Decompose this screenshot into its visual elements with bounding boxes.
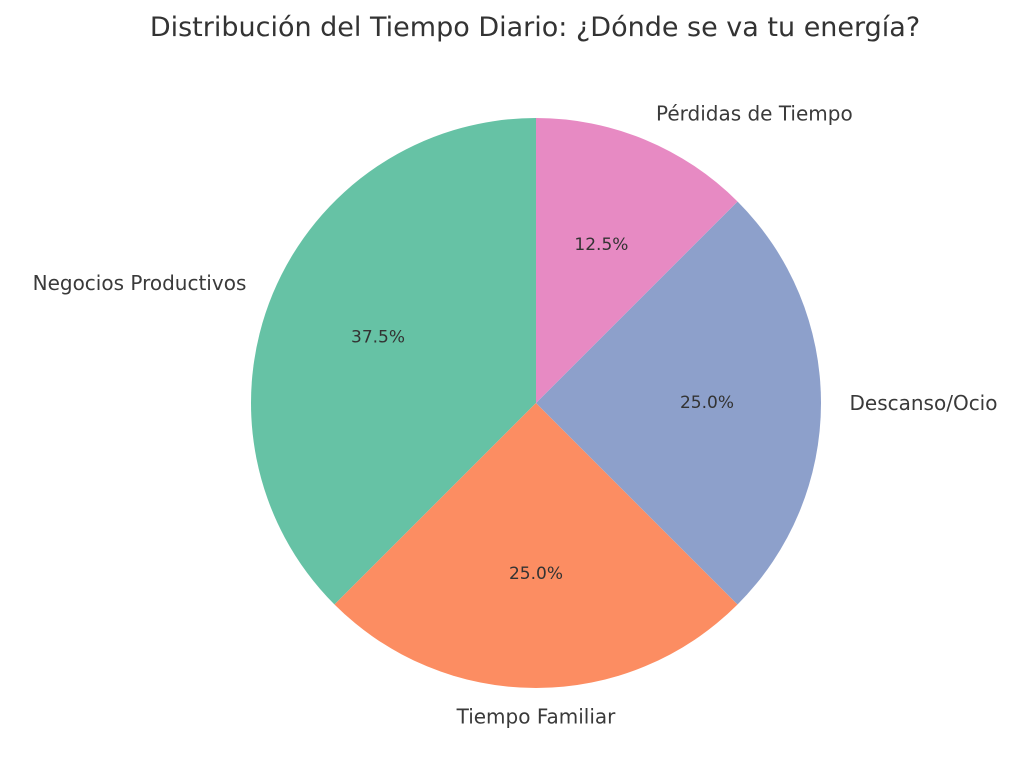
percent-label: 37.5% xyxy=(351,328,405,348)
pie-slice-descanso-ocio xyxy=(536,201,821,605)
pie-slice-negocios-productivos xyxy=(251,118,536,605)
category-label-perdidas-de-tiempo: Pérdidas de Tiempo xyxy=(656,101,853,125)
percent-label: 12.5% xyxy=(574,235,628,255)
pie-category-labels: Negocios Productivos Tiempo Familiar Desca… xyxy=(33,101,998,728)
category-label-descanso-ocio: Descanso/Ocio xyxy=(850,391,998,415)
chart-title: Distribución del Tiempo Diario: ¿Dónde s… xyxy=(150,12,920,43)
category-label-tiempo-familiar: Tiempo Familiar xyxy=(456,705,617,729)
pie-percent-labels: 37.5% 25.0% 25.0% 12.5% xyxy=(351,235,734,584)
category-label-negocios-productivos: Negocios Productivos xyxy=(33,271,247,295)
pie-slices xyxy=(251,118,821,688)
percent-label: 25.0% xyxy=(680,393,734,413)
pie-slice-tiempo-familiar xyxy=(334,403,738,688)
percent-label: 25.0% xyxy=(509,564,563,584)
pie-slice-perdidas-de-tiempo xyxy=(536,118,738,403)
